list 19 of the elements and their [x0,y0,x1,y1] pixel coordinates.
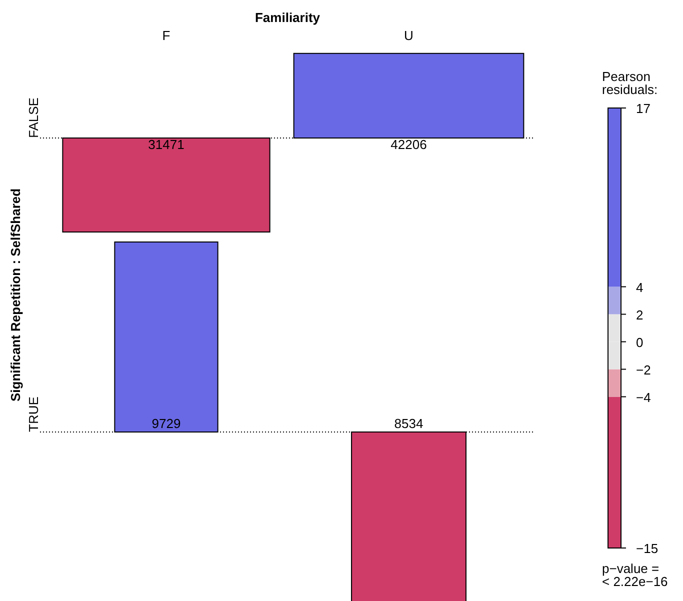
color-bar-label: −2 [636,362,651,378]
color-bar-label: 17 [636,101,650,116]
color-bar-label: 2 [636,307,644,322]
annotation: 42206 [390,137,427,152]
annotation: 8534 [394,416,424,431]
y-axis-title: TRUE [26,396,41,432]
color-bar-label: −4 [636,390,651,405]
annotation: 9729 [152,416,181,431]
x-tick-label: F [162,28,170,43]
y-axis-title: FALSE [26,97,41,138]
annotation: 31471 [148,137,184,152]
chart-title: Familiarity [254,10,321,25]
color-bar-label: 0 [636,334,644,350]
annotation: Significant Repetition : SelfShared [8,188,23,402]
color-bar-title: Pearson residuals: [602,69,658,97]
color-bar-label: −15 [636,541,658,556]
x-tick-label: U [404,28,414,43]
color-bar-label: 4 [636,280,644,295]
annotation: p−value = < 2.22e−16 [602,561,668,589]
